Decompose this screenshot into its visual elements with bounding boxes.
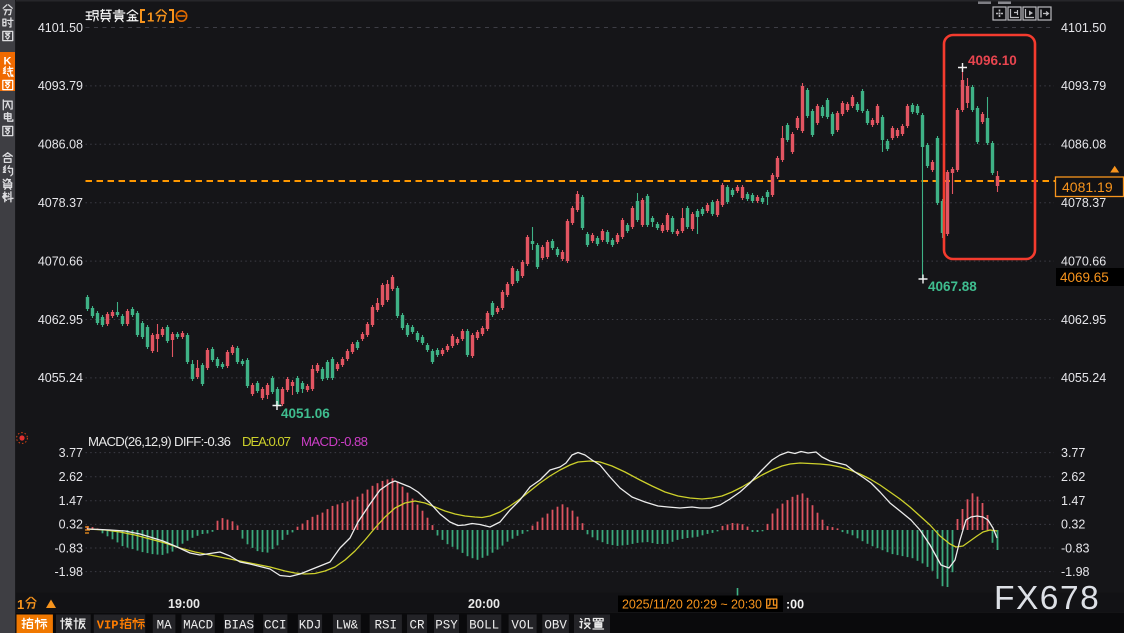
- svg-text:0.32: 0.32: [1061, 518, 1085, 532]
- svg-text:4081.19: 4081.19: [1062, 179, 1113, 195]
- svg-text:MACD:-0.88: MACD:-0.88: [301, 434, 368, 449]
- svg-text:4067.88: 4067.88: [928, 279, 977, 294]
- svg-text:4055.24: 4055.24: [1061, 371, 1106, 385]
- svg-text:1.47: 1.47: [1061, 494, 1085, 508]
- svg-text:4093.79: 4093.79: [1061, 79, 1106, 93]
- svg-text:4086.08: 4086.08: [38, 138, 83, 152]
- svg-text:DEA:0.07: DEA:0.07: [242, 434, 291, 449]
- svg-text:0.32: 0.32: [59, 518, 83, 532]
- svg-text:MA: MA: [157, 619, 173, 633]
- svg-text:OBV: OBV: [544, 619, 567, 633]
- svg-text:RSI: RSI: [374, 619, 397, 633]
- svg-text:MACD: MACD: [183, 619, 213, 633]
- svg-text:VIP: VIP: [97, 619, 119, 633]
- svg-text:1: 1: [17, 597, 24, 612]
- svg-text:MACD(26,12,9) DIFF:-0.36: MACD(26,12,9) DIFF:-0.36: [88, 434, 231, 449]
- svg-text:VOL: VOL: [511, 619, 534, 633]
- svg-text:4062.95: 4062.95: [38, 313, 83, 327]
- svg-text:1.47: 1.47: [59, 494, 83, 508]
- svg-text:3.77: 3.77: [1061, 446, 1085, 460]
- svg-text:4101.50: 4101.50: [38, 21, 83, 35]
- svg-text:4101.50: 4101.50: [1061, 21, 1106, 35]
- svg-text:-0.83: -0.83: [55, 541, 84, 555]
- svg-text:CR: CR: [409, 619, 425, 633]
- svg-text:4086.08: 4086.08: [1061, 138, 1106, 152]
- svg-text::00: :00: [786, 598, 804, 612]
- svg-text:BOLL: BOLL: [469, 619, 499, 633]
- svg-text:PSY: PSY: [435, 619, 458, 633]
- svg-text:2.62: 2.62: [1061, 470, 1085, 484]
- svg-text:3.77: 3.77: [59, 446, 83, 460]
- svg-text:4051.06: 4051.06: [281, 406, 330, 421]
- svg-text:-1.98: -1.98: [1061, 565, 1090, 579]
- svg-text:LW&: LW&: [336, 619, 359, 633]
- svg-text:2.62: 2.62: [59, 470, 83, 484]
- svg-text:1: 1: [147, 10, 154, 25]
- svg-text:KDJ: KDJ: [299, 619, 322, 633]
- svg-text:BIAS: BIAS: [224, 619, 254, 633]
- svg-text:4062.95: 4062.95: [1061, 313, 1106, 327]
- svg-text:-1.98: -1.98: [55, 565, 84, 579]
- svg-text:20:00: 20:00: [468, 597, 500, 611]
- svg-text:4093.79: 4093.79: [38, 79, 83, 93]
- svg-text:4070.66: 4070.66: [1061, 254, 1106, 268]
- svg-text:FX678: FX678: [994, 580, 1100, 617]
- svg-text:4096.10: 4096.10: [968, 53, 1017, 68]
- svg-text:4055.24: 4055.24: [38, 371, 83, 385]
- svg-text:CCI: CCI: [264, 619, 287, 633]
- svg-text:4070.66: 4070.66: [38, 254, 83, 268]
- svg-text:19:00: 19:00: [168, 597, 200, 611]
- svg-text:4078.37: 4078.37: [1061, 196, 1106, 210]
- svg-text:2025/11/20 20:29 ~ 20:30: 2025/11/20 20:29 ~ 20:30: [622, 598, 762, 612]
- svg-text:4069.65: 4069.65: [1060, 270, 1109, 285]
- svg-text:K: K: [4, 56, 12, 68]
- svg-text:-0.83: -0.83: [1061, 541, 1090, 555]
- svg-text:4078.37: 4078.37: [38, 196, 83, 210]
